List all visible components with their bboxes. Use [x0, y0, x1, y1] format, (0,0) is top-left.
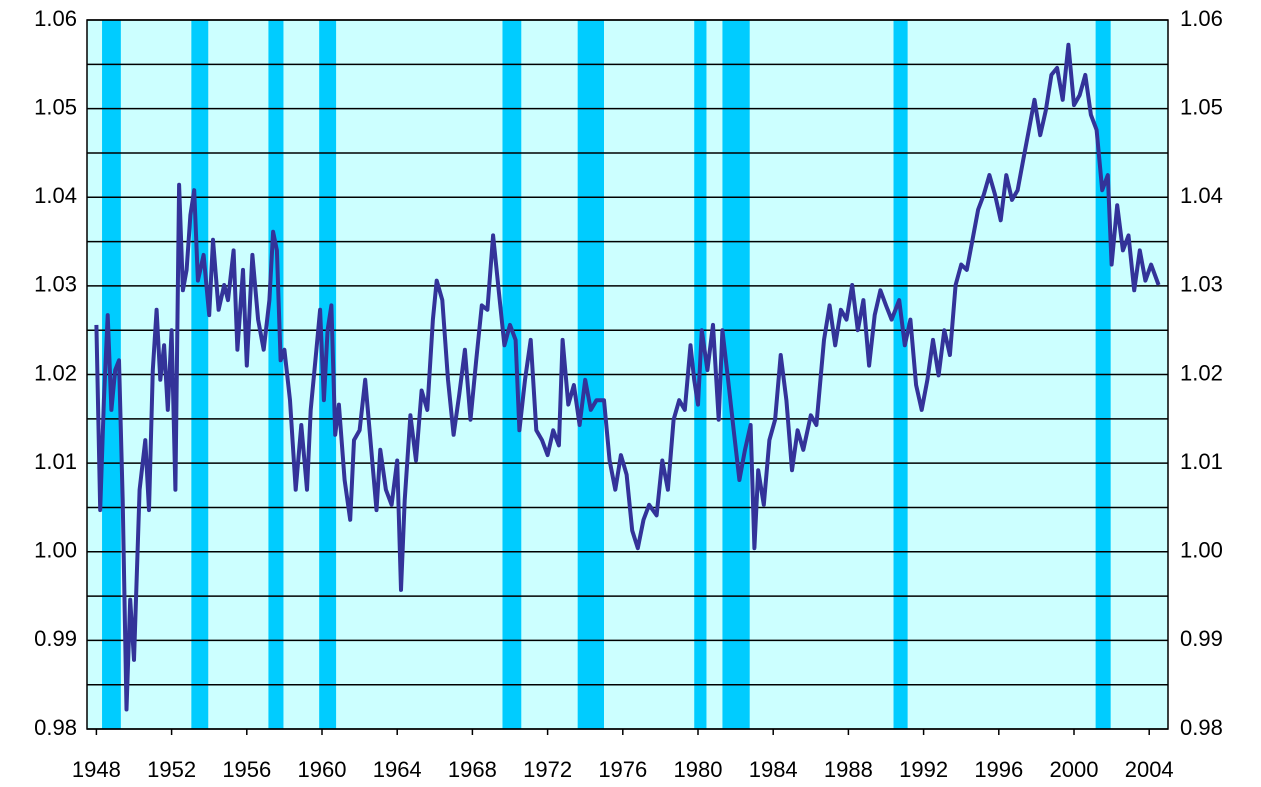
x-tick-label: 2004 [1125, 757, 1174, 782]
y-tick-label: 1.01 [34, 449, 77, 474]
x-tick-label: 1992 [899, 757, 948, 782]
plot-border [86, 19, 1169, 730]
data-line [94, 42, 1161, 712]
y2-tick-label: 1.02 [1180, 360, 1223, 385]
y2-tick-label: 0.98 [1180, 715, 1223, 740]
y2-tick-label: 1.03 [1180, 272, 1223, 297]
x-tick-label: 1984 [749, 757, 798, 782]
y2-tick-label: 1.05 [1180, 94, 1223, 119]
y-tick-label: 1.03 [34, 272, 77, 297]
y2-tick-label: 1.00 [1180, 538, 1223, 563]
y-tick-label: 0.99 [34, 626, 77, 651]
y-tick-label: 1.02 [34, 360, 77, 385]
x-tick-label: 1980 [674, 757, 723, 782]
x-tick-label: 1968 [448, 757, 497, 782]
y2-tick-label: 1.01 [1180, 449, 1223, 474]
x-tick-label: 1956 [222, 757, 271, 782]
y-tick-label: 1.06 [34, 6, 77, 31]
x-tick-label: 1976 [598, 757, 647, 782]
x-tick-label: 1964 [373, 757, 422, 782]
x-tick-label: 1996 [974, 757, 1023, 782]
x-tick-label: 1952 [147, 757, 196, 782]
y-tick-label: 1.05 [34, 94, 77, 119]
y-tick-label: 1.04 [34, 183, 77, 208]
x-tick-label: 1960 [298, 757, 347, 782]
y2-tick-label: 1.06 [1180, 6, 1223, 31]
y2-tick-label: 1.04 [1180, 183, 1223, 208]
x-tick-label: 1972 [523, 757, 572, 782]
x-tick-label: 1988 [824, 757, 873, 782]
y-tick-label: 1.00 [34, 538, 77, 563]
x-tick-label: 2000 [1050, 757, 1099, 782]
x-tick-label: 1948 [72, 757, 121, 782]
y-tick-label: 0.98 [34, 715, 77, 740]
y2-tick-label: 0.99 [1180, 626, 1223, 651]
